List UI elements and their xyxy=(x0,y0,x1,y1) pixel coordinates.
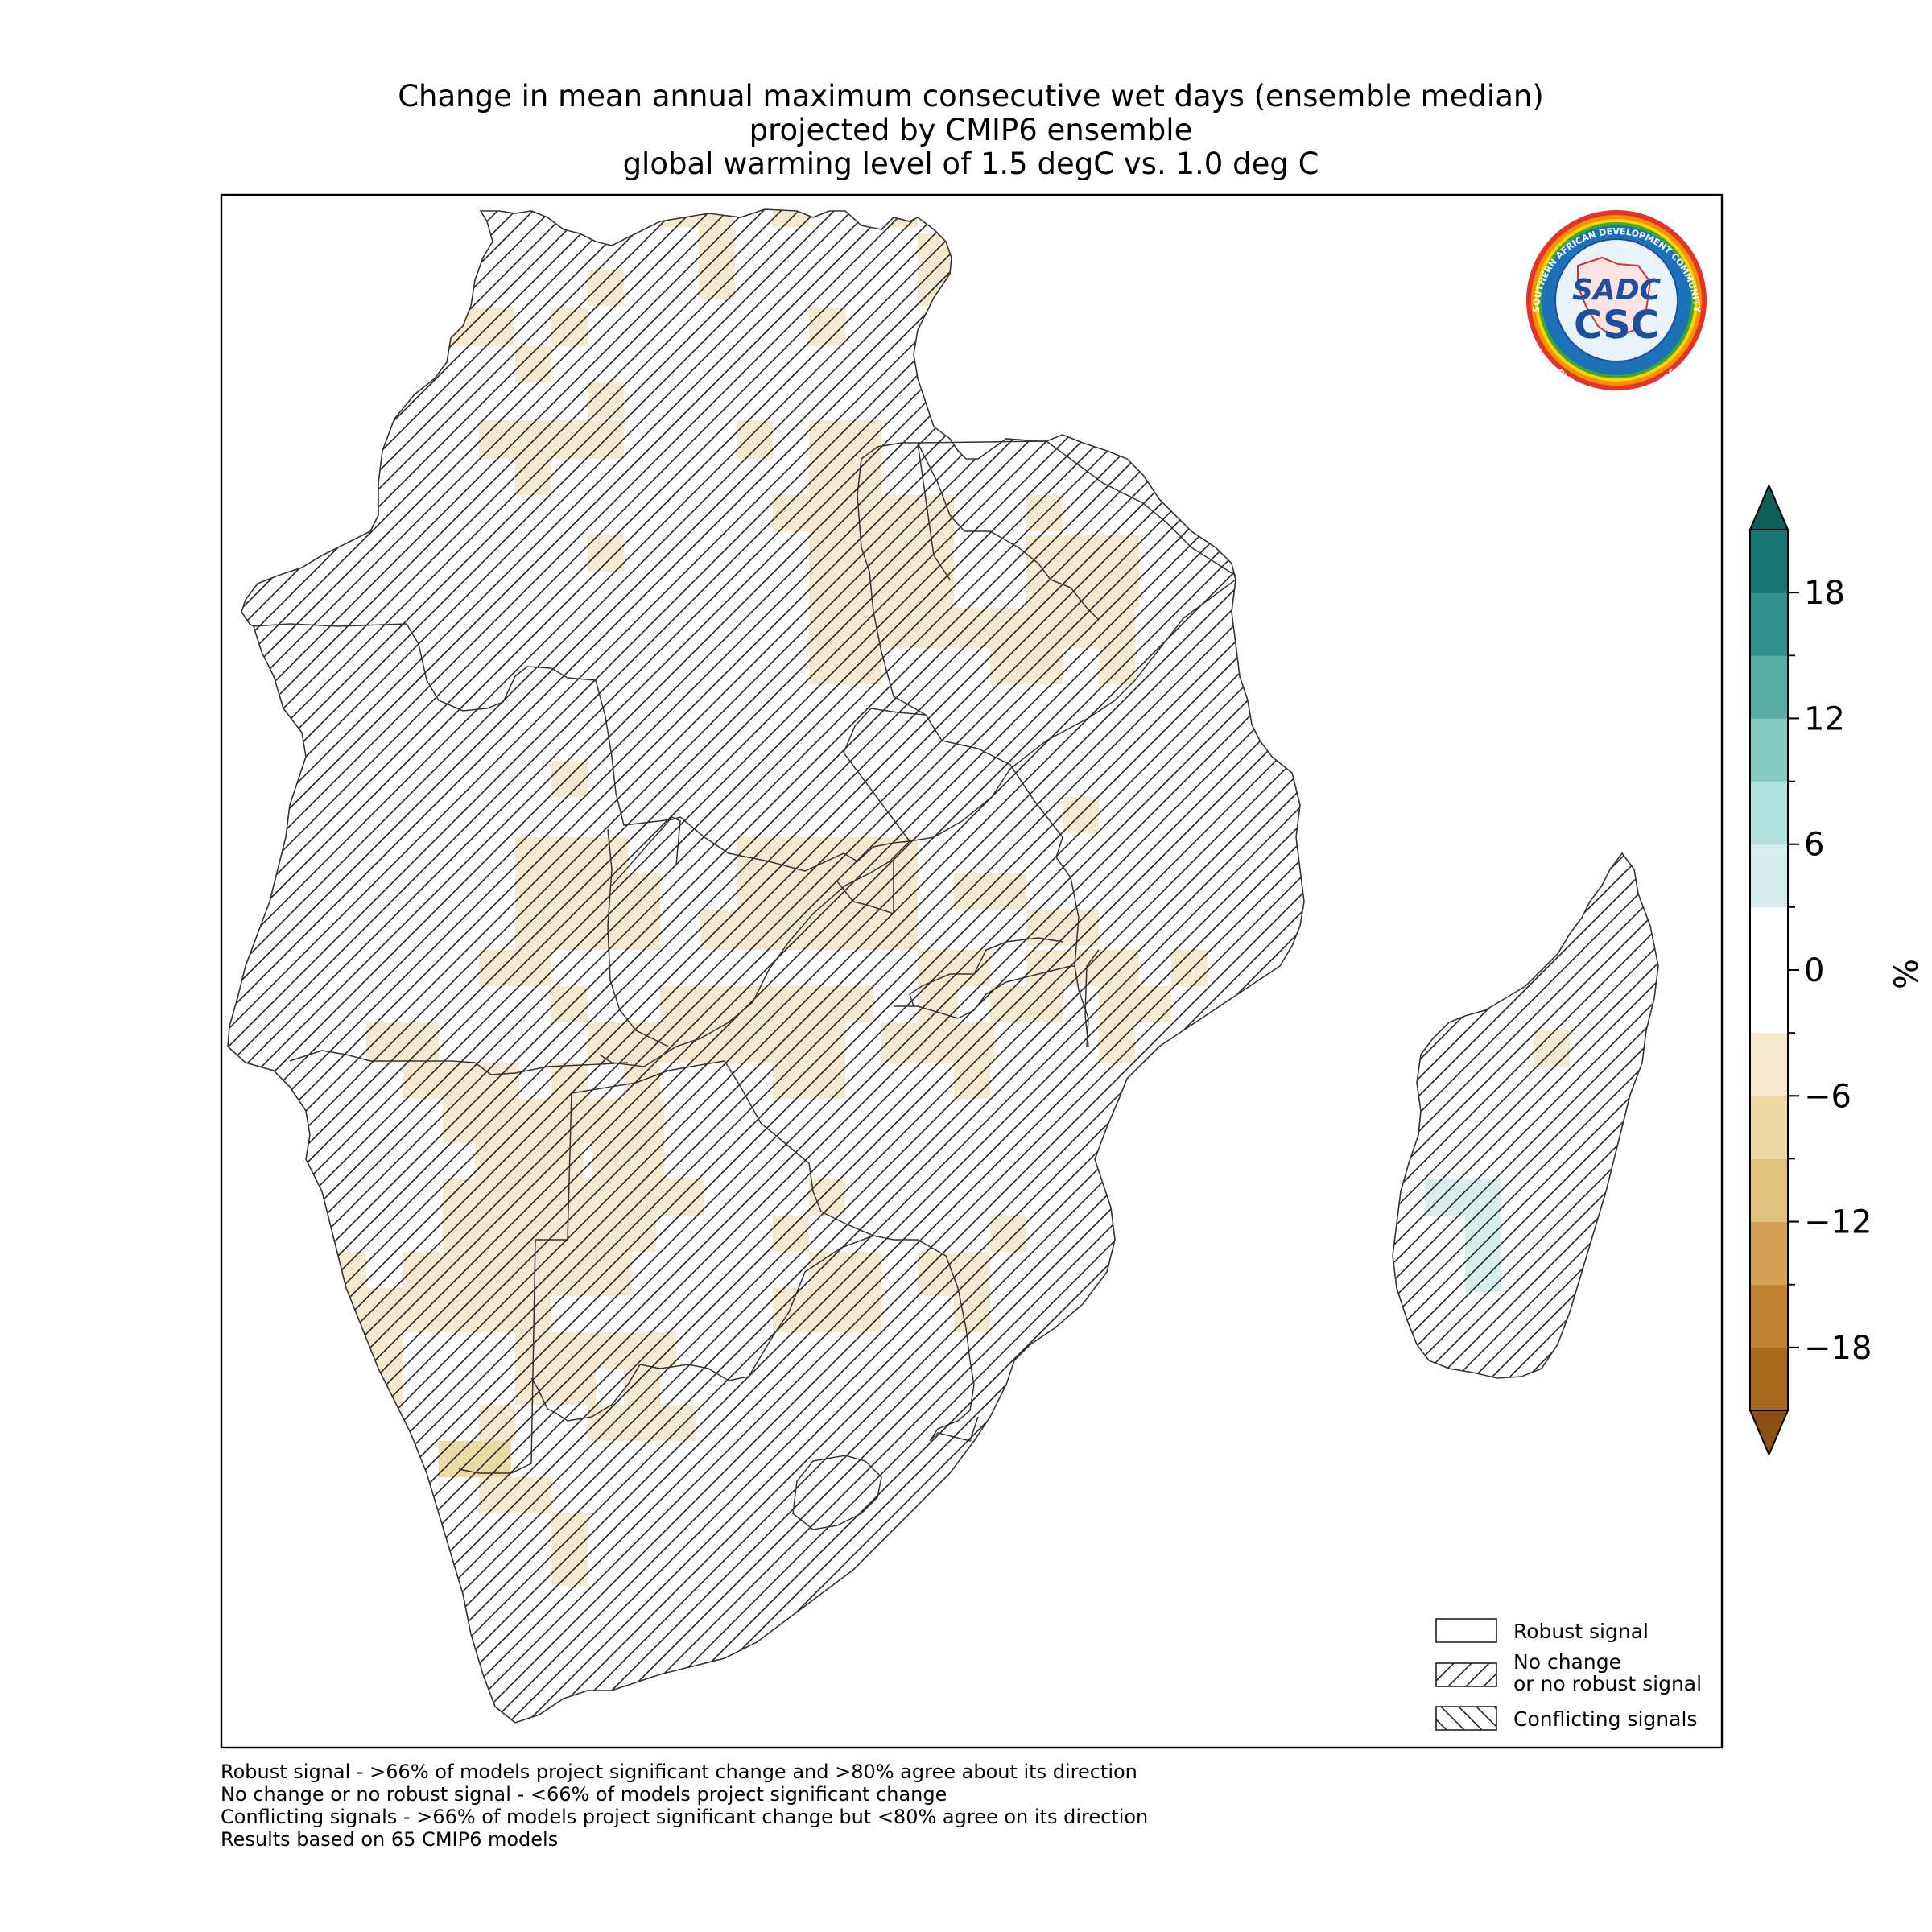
legend-swatch-no-change xyxy=(1435,1662,1497,1687)
madagascar xyxy=(1392,852,1659,1379)
colorbar-unit-label: % xyxy=(1889,959,1926,989)
colorbar-segment xyxy=(1750,1158,1788,1223)
mainland xyxy=(227,208,1305,1724)
border-angola-namibia xyxy=(289,1050,629,1075)
border-tanzania xyxy=(909,579,1236,842)
footnote-robust: Robust signal - >66% of models project s… xyxy=(221,1761,1137,1783)
colorbar-segment xyxy=(1750,1347,1788,1411)
colorbar-tick-label: −6 xyxy=(1804,1078,1852,1115)
legend-swatch-conflicting xyxy=(1435,1706,1497,1731)
border-drc-angola-zambia xyxy=(253,623,910,872)
signal-legend: Robust signal No change or no robust sig… xyxy=(1435,1618,1702,1731)
legend-label-robust: Robust signal xyxy=(1513,1620,1649,1643)
colorbar-segment xyxy=(1750,781,1788,845)
colorbar-segment xyxy=(1750,1033,1788,1096)
border-zambia-west xyxy=(607,828,669,1047)
colorbar-segment xyxy=(1750,1221,1788,1286)
mainland-no-robust-signal-hatching xyxy=(228,209,1304,1723)
logo-mark-bottom: CSC xyxy=(1574,303,1659,348)
border-botswana-southafrica xyxy=(555,1235,874,1422)
border-eswatini xyxy=(929,1384,979,1442)
colorbar-segment xyxy=(1750,1284,1788,1348)
border-malawi-mozambique xyxy=(1084,949,1100,1047)
madagascar-no-robust-signal-hatching xyxy=(1393,853,1658,1378)
colorbar-tick-label: 18 xyxy=(1804,575,1845,612)
colorbar-tick-label: −18 xyxy=(1804,1330,1872,1367)
legend-label-no-change: No change xyxy=(1513,1650,1621,1674)
colorbar-segment xyxy=(1750,906,1788,971)
border-kenya xyxy=(917,442,1100,621)
country-borders xyxy=(253,440,1236,1474)
border-botswana-zimbabwe xyxy=(571,1060,874,1236)
title-line-3: global warming level of 1.5 degC vs. 1.0… xyxy=(623,147,1319,181)
border-zambia-zimbabwe xyxy=(599,840,910,1067)
border-angola-zambia-drc xyxy=(611,816,681,886)
colorbar-tick-label: 6 xyxy=(1804,827,1824,864)
mainland-coastline xyxy=(227,208,1305,1724)
colorbar-segment xyxy=(1750,530,1788,593)
border-zambia-mozambique xyxy=(894,965,1075,1019)
colorbar-tick-label: 0 xyxy=(1804,952,1824,989)
colorbar-segment xyxy=(1750,718,1788,782)
map-panel: SOUTHERN AFRICAN DEVELOPMENT COMMUNITY C… xyxy=(221,195,1722,1748)
colorbar-segment xyxy=(1750,655,1788,719)
border-lake-malawi xyxy=(836,861,894,915)
legend-swatch-robust xyxy=(1435,1618,1497,1643)
footnote-models: Results based on 65 CMIP6 models xyxy=(221,1828,559,1851)
border-drc-east xyxy=(857,442,951,716)
border-namibia-botswana xyxy=(458,1092,572,1474)
logo-mark-top: SADC xyxy=(1572,274,1662,307)
colorbar-segment xyxy=(1750,970,1788,1034)
logo-map-icon xyxy=(1577,256,1652,340)
colorbar-segment xyxy=(1750,844,1788,908)
border-north xyxy=(917,440,1236,576)
map-frame xyxy=(220,193,1724,1749)
colorbar-under-extension xyxy=(1748,1410,1790,1457)
legend-label-no-robust: or no robust signal xyxy=(1513,1672,1702,1695)
madagascar-coastline xyxy=(1392,852,1659,1379)
border-malawi xyxy=(925,714,1089,1047)
colorbar-over-extension xyxy=(1748,483,1790,530)
border-drc-tanzania-lake xyxy=(843,708,927,842)
title-line-1: Change in mean annual maximum consecutiv… xyxy=(398,79,1544,114)
legend-label-conflicting: Conflicting signals xyxy=(1513,1707,1697,1731)
colorbar-segment xyxy=(1750,592,1788,656)
figure-title: Change in mean annual maximum consecutiv… xyxy=(398,79,1544,181)
colorbar-tick-label: 12 xyxy=(1804,700,1845,737)
colorbar-tick-label: −12 xyxy=(1804,1204,1872,1241)
border-zimbabwe-mozambique xyxy=(873,1235,975,1385)
footnote-no-change: No change or no robust signal - <66% of … xyxy=(221,1783,947,1806)
colorbar: 18 12 6 0 −6 −12 −18 xyxy=(1748,483,1872,1457)
footnote-conflicting: Conflicting signals - >66% of models pro… xyxy=(221,1806,1149,1828)
border-namibia-sa-north xyxy=(530,1377,556,1414)
colorbar-segment xyxy=(1750,1096,1788,1159)
title-line-2: projected by CMIP6 ensemble xyxy=(749,113,1193,147)
border-zambia-malawi xyxy=(909,937,1063,1007)
sadc-csc-logo: SOUTHERN AFRICAN DEVELOPMENT COMMUNITY C… xyxy=(1526,210,1707,402)
lesotho-outline xyxy=(792,1455,882,1530)
